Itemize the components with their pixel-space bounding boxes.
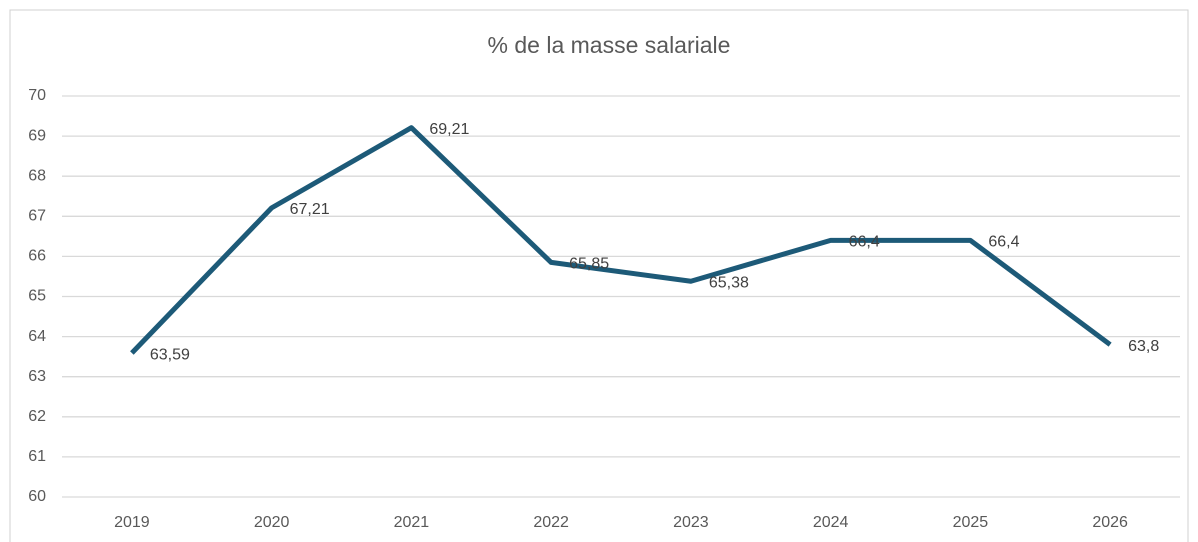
chart-title: % de la masse salariale bbox=[488, 32, 731, 58]
y-tick-label: 63 bbox=[28, 368, 46, 385]
data-label: 65,85 bbox=[569, 256, 609, 273]
y-tick-label: 60 bbox=[28, 488, 46, 505]
y-tick-label: 64 bbox=[28, 328, 46, 345]
data-label: 66,4 bbox=[849, 234, 880, 251]
data-label: 66,4 bbox=[988, 234, 1019, 251]
x-tick-label: 2022 bbox=[533, 514, 569, 531]
data-line bbox=[130, 125, 1112, 355]
chart-frame bbox=[9, 9, 1189, 542]
y-tick-label: 62 bbox=[28, 408, 46, 425]
data-label: 63,59 bbox=[150, 346, 190, 363]
x-tick-label: 2023 bbox=[673, 514, 709, 531]
data-label: 67,21 bbox=[290, 201, 330, 218]
x-tick-label: 2025 bbox=[953, 514, 989, 531]
x-tick-label: 2019 bbox=[114, 514, 150, 531]
data-label: 63,8 bbox=[1128, 338, 1159, 355]
y-tick-label: 67 bbox=[28, 208, 46, 225]
x-tick-label: 2020 bbox=[254, 514, 290, 531]
y-tick-label: 69 bbox=[28, 127, 46, 144]
x-tick-label: 2026 bbox=[1092, 514, 1128, 531]
y-tick-label: 65 bbox=[28, 288, 46, 305]
y-tick-label: 61 bbox=[28, 448, 46, 465]
y-tick-label: 66 bbox=[28, 248, 46, 265]
data-label: 69,21 bbox=[429, 121, 469, 138]
x-tick-label: 2024 bbox=[813, 514, 849, 531]
x-tick-label: 2021 bbox=[394, 514, 430, 531]
y-tick-label: 70 bbox=[28, 87, 46, 104]
data-label: 65,38 bbox=[709, 274, 749, 291]
y-tick-label: 68 bbox=[28, 167, 46, 184]
